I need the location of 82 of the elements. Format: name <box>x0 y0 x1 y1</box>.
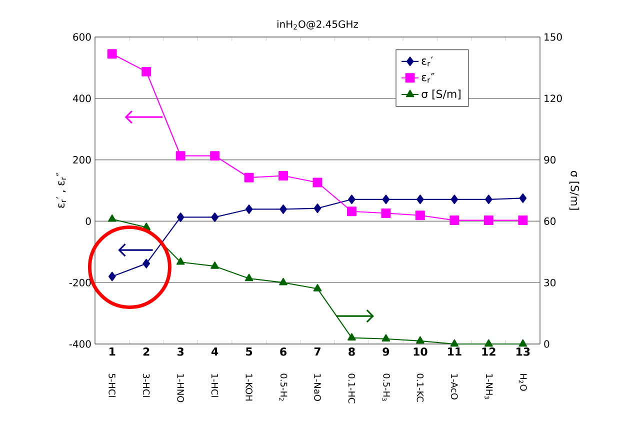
point <box>312 178 322 188</box>
point <box>484 194 492 204</box>
x-tick-label: 13 <box>516 348 530 356</box>
text: 0.5-H$_{3}$ <box>382 374 390 401</box>
y-tick-label: 200 <box>73 156 91 164</box>
text: 0.1-KC <box>416 374 424 402</box>
text: 5-HCl <box>108 374 116 397</box>
text: 3-HCl <box>142 374 150 397</box>
point <box>210 151 220 161</box>
point <box>415 210 425 220</box>
legend-label: ε$_{r}$″ <box>422 73 435 83</box>
point <box>519 193 527 203</box>
text: 0.1-HC <box>348 374 356 404</box>
point <box>279 278 288 286</box>
y-tick-label: 0 <box>86 217 91 225</box>
y-tick-label: 600 <box>73 33 91 41</box>
text: 1-AcO <box>451 374 458 400</box>
y2-tick-label: 120 <box>544 94 562 102</box>
point <box>280 204 287 214</box>
point <box>348 194 356 204</box>
point <box>107 49 117 59</box>
y-axis-title: ε$_{r}$′ , ε$_{r}$″ <box>56 172 66 208</box>
point <box>244 172 254 182</box>
text: 1-KOH <box>246 374 252 400</box>
point <box>518 216 528 226</box>
y2-tick-label: 30 <box>544 278 556 286</box>
point <box>348 333 356 340</box>
x-tick-label: 6 <box>280 348 286 356</box>
point <box>484 216 494 226</box>
x-tick-label: 3 <box>178 348 184 356</box>
text: 0.5-H$_{2}$ <box>279 374 288 401</box>
x-tick-label: 11 <box>448 348 462 356</box>
text: 1-NaO <box>314 374 321 401</box>
chart-title: inH$_{2}$O@2.45GHz <box>277 20 358 30</box>
point <box>450 339 459 347</box>
point <box>382 334 390 342</box>
point <box>142 66 152 76</box>
point <box>314 204 322 214</box>
point <box>142 258 150 268</box>
point <box>211 212 218 222</box>
point <box>382 194 390 204</box>
x-tick-label: 12 <box>482 348 496 356</box>
point <box>450 194 458 204</box>
text: 1-NH$_{3}$ <box>484 374 493 399</box>
point <box>176 212 184 222</box>
point <box>416 194 424 204</box>
legend-label: ε$_{r}$′ <box>422 56 433 66</box>
y2-tick-label: 60 <box>544 217 556 225</box>
x-tick-label: 7 <box>314 348 320 356</box>
point <box>518 339 528 347</box>
x-tick-label: 10 <box>414 348 428 356</box>
text: 1-HNO <box>177 374 184 402</box>
y2-tick-label: 150 <box>544 33 562 41</box>
point <box>484 339 493 347</box>
point <box>244 274 254 282</box>
y2-tick-label: 0 <box>544 340 550 348</box>
point <box>313 284 322 292</box>
legend-label: σ [S/m] <box>422 90 460 100</box>
point <box>176 257 185 265</box>
point <box>210 261 219 269</box>
x-tick-label: 9 <box>382 348 390 356</box>
y-tick-label: -400 <box>69 340 91 348</box>
x-tick-label: 1 <box>110 348 116 356</box>
point <box>108 214 116 222</box>
point <box>381 208 391 218</box>
point <box>278 171 288 180</box>
y2-tick-label: 90 <box>544 156 556 164</box>
y-tick-label: -200 <box>69 278 91 286</box>
text: H$_{2}$O <box>518 374 527 391</box>
x-tick-label: 8 <box>348 348 355 356</box>
text: 1-HCl <box>211 374 218 397</box>
point <box>108 272 116 282</box>
x-tick-label: 4 <box>211 348 218 356</box>
point <box>416 336 424 344</box>
point <box>450 216 460 226</box>
point <box>176 151 186 161</box>
y2-axis-title: σ [S/m] <box>569 170 580 210</box>
x-tick-label: 5 <box>246 348 252 356</box>
y-tick-label: 400 <box>72 94 91 102</box>
x-tick-label: 2 <box>143 348 150 356</box>
point <box>347 206 356 216</box>
point <box>245 204 253 214</box>
